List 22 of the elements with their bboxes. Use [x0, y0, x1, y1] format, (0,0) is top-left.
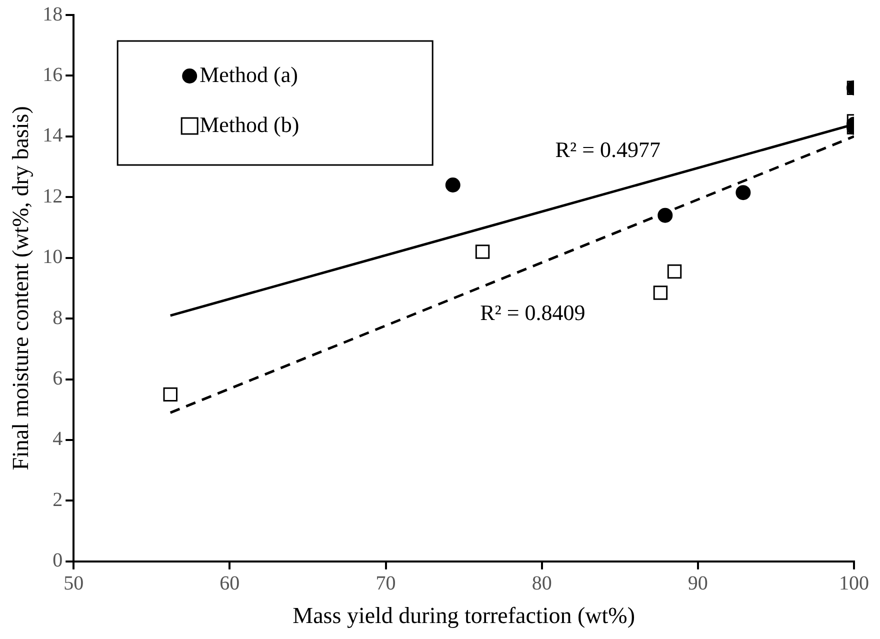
- x-tick-label: 100: [839, 572, 869, 595]
- y-tick-label: 6: [52, 368, 63, 390]
- x-tick-label: 60: [220, 572, 240, 595]
- y-tick-label: 0: [52, 550, 63, 572]
- annotation: R² = 0.8409: [480, 300, 586, 326]
- y-tick-label: 12: [42, 185, 63, 208]
- y-tick-label: 8: [52, 306, 63, 329]
- y-tick-label: 18: [42, 3, 63, 26]
- x-axis-title: Mass yield during torrefaction (wt%): [292, 603, 635, 628]
- annotation: R² = 0.4977: [555, 136, 660, 162]
- y-tick-label: 10: [42, 246, 63, 268]
- y-tick-label: 16: [42, 64, 63, 86]
- y-tick-label: 2: [52, 488, 63, 511]
- x-tick-label: 50: [64, 572, 84, 595]
- y-tick-label: 14: [42, 124, 63, 147]
- y-tick-label: 4: [52, 428, 63, 450]
- legend-label: Method (b): [200, 112, 300, 137]
- x-tick-label: 90: [688, 572, 708, 595]
- y-axis-title: Final moisture content (wt%, dry basis): [8, 106, 33, 470]
- x-tick-label: 80: [532, 572, 552, 595]
- legend-label: Method (a): [200, 62, 298, 87]
- x-tick-label: 70: [376, 572, 396, 595]
